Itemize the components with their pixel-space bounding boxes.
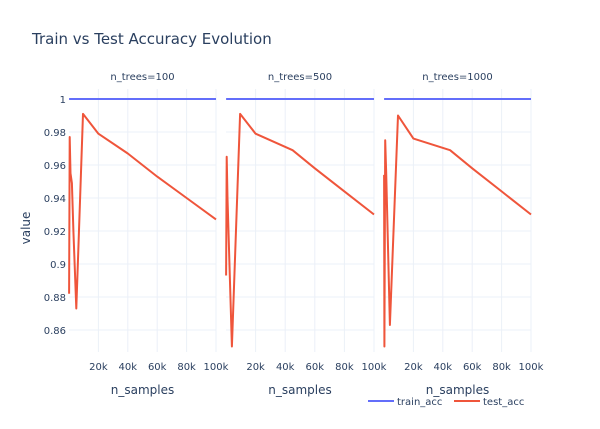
- legend-label: test_acc: [483, 397, 524, 408]
- x-axis-title: n_samples: [111, 383, 175, 397]
- x-tick-label: 100k: [519, 362, 544, 373]
- x-tick-label: 60k: [306, 362, 325, 373]
- test_acc-line: [383, 114, 532, 348]
- legend-item-test_acc[interactable]: test_acc: [454, 397, 524, 408]
- legend[interactable]: train_acc test_acc: [368, 397, 524, 408]
- x-tick-label: 20k: [246, 362, 265, 373]
- y-axis-title: value: [19, 212, 33, 245]
- x-tick-label: 60k: [463, 362, 482, 373]
- x-axis-title: n_samples: [426, 383, 490, 397]
- facet-label: n_trees=100: [110, 72, 174, 83]
- facet-label: n_trees=1000: [422, 72, 493, 83]
- y-tick-label: 1: [60, 95, 66, 106]
- y-tick-label: 0.92: [44, 227, 66, 238]
- y-tick-label: 0.96: [44, 161, 66, 172]
- x-tick-label: 40k: [119, 362, 138, 373]
- facet-panel: n_trees=1000 20k 40k 60k 80k 100k n_samples: [383, 72, 544, 397]
- x-tick-label: 20k: [404, 362, 423, 373]
- chart-title: Train vs Test Accuracy Evolution: [31, 30, 272, 48]
- facet-panel: n_trees=100 20k 40k 60k 80k 100k n_samples: [68, 72, 229, 397]
- x-tick-label: 60k: [148, 362, 167, 373]
- x-tick-label: 80k: [335, 362, 354, 373]
- y-tick-label: 0.94: [44, 194, 66, 205]
- x-tick-label: 40k: [434, 362, 453, 373]
- legend-item-train_acc[interactable]: train_acc: [368, 397, 442, 408]
- y-tick-label: 0.9: [50, 260, 66, 271]
- legend-label: train_acc: [397, 397, 442, 408]
- y-tick-label: 0.86: [44, 326, 66, 337]
- x-axis-title: n_samples: [268, 383, 332, 397]
- x-tick-label: 100k: [362, 362, 387, 373]
- x-tick-label: 40k: [276, 362, 295, 373]
- facet-panel: n_trees=500 20k 40k 60k 80k 100k n_samples: [225, 72, 387, 397]
- x-tick-label: 100k: [204, 362, 229, 373]
- test_acc-line: [68, 112, 217, 310]
- x-tick-label: 80k: [177, 362, 196, 373]
- facet-label: n_trees=500: [268, 72, 332, 83]
- test_acc-line: [225, 112, 375, 348]
- y-tick-label: 0.98: [44, 128, 66, 139]
- x-tick-label: 80k: [492, 362, 511, 373]
- y-tick-label: 0.88: [44, 293, 66, 304]
- y-axis: 1 0.98 0.96 0.94 0.92 0.9 0.88 0.86: [44, 95, 66, 337]
- x-tick-label: 20k: [89, 362, 108, 373]
